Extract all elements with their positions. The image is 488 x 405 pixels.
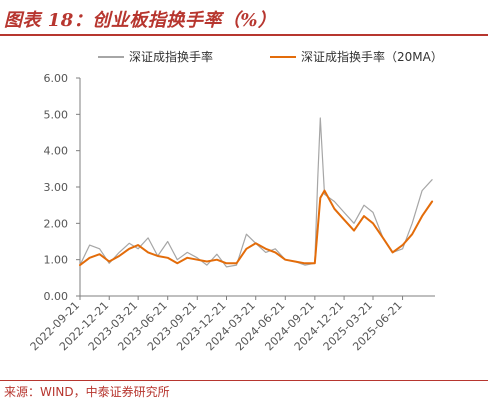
y-tick-label: 0.00 [44,290,69,303]
series-line-1 [79,189,434,267]
x-axis: 2022-09-212022-12-212023-03-212023-06-21… [28,295,435,353]
chart-title: 图表 18：创业板指换手率（%） [4,10,277,31]
series-line-0 [79,117,433,268]
y-tick-label: 4.00 [44,145,69,158]
y-tick-label: 5.00 [44,108,69,121]
y-tick-label: 1.00 [44,254,69,267]
source-divider [0,380,488,381]
chart-legend: 深证成指换手率 深证成指换手率（20MA） [98,49,443,64]
y-tick-label: 3.00 [44,181,69,194]
y-axis: 0.00 1.00 2.00 3.00 4.00 5.00 6.00 [44,72,81,303]
source-note: 来源：WIND，中泰证券研究所 [4,385,170,399]
line-chart: 深证成指换手率 深证成指换手率（20MA） 0.00 1.00 2.00 3.00 4.0… [28,49,443,353]
y-tick-label: 6.00 [44,72,69,85]
title-bar: 图表 18：创业板指换手率（%） [0,0,488,36]
legend-label-0: 深证成指换手率 [129,49,213,64]
legend-label-1: 深证成指换手率（20MA） [301,49,443,64]
plot-area [79,117,434,268]
y-tick-label: 2.00 [44,217,69,230]
